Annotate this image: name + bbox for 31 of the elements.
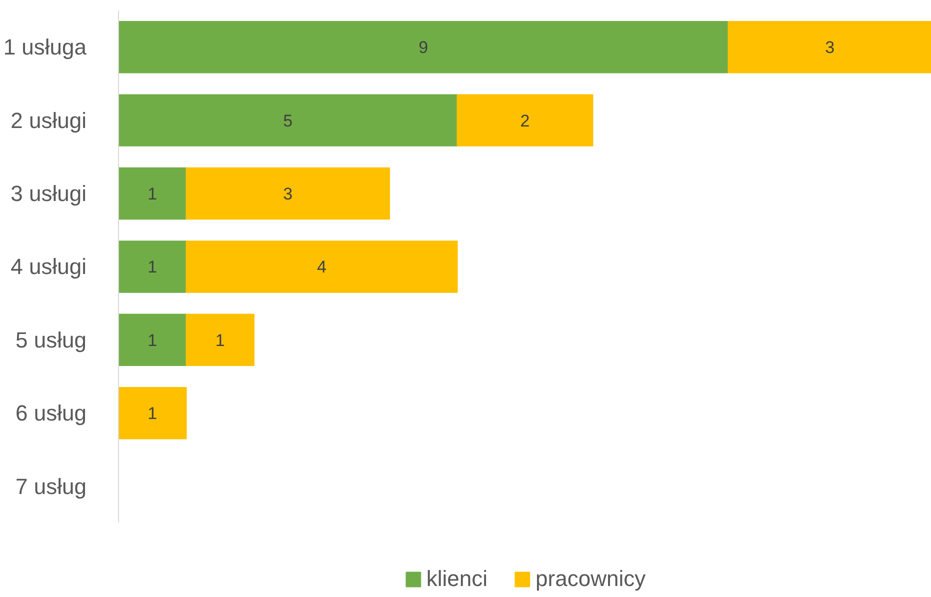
bar	[118, 94, 458, 146]
bar	[456, 94, 594, 146]
data-label: 1	[148, 184, 158, 204]
legend-label: pracownicy	[536, 566, 646, 592]
bar	[118, 387, 187, 440]
y-tick-label: 4 usługi	[10, 254, 87, 280]
y-tick-label: 5 usług	[16, 327, 87, 352]
legend-label: klienci	[426, 566, 488, 592]
bar	[186, 314, 254, 366]
data-label: 1	[148, 258, 158, 277]
y-tick-label: 7 usług	[16, 474, 87, 499]
bar	[118, 20, 729, 74]
data-label: 9	[418, 38, 428, 58]
data-label: 1	[215, 330, 225, 350]
y-tick-label: 1 usługa	[3, 34, 88, 60]
bar	[118, 314, 187, 366]
data-label: 3	[283, 184, 293, 204]
bar	[186, 240, 458, 293]
data-label: 1	[148, 404, 158, 424]
data-label: 1	[148, 330, 158, 350]
y-tick-label: 2 usługi	[10, 108, 87, 133]
bar	[186, 167, 390, 220]
bar	[728, 20, 931, 74]
data-label: 5	[283, 111, 293, 130]
data-label: 3	[825, 38, 835, 58]
bar	[118, 240, 187, 293]
data-label: 4	[317, 258, 326, 277]
y-tick-label: 3 usługi	[10, 181, 87, 206]
data-label: 2	[520, 111, 530, 130]
bar	[118, 167, 187, 220]
y-tick-label: 6 usług	[16, 400, 87, 426]
